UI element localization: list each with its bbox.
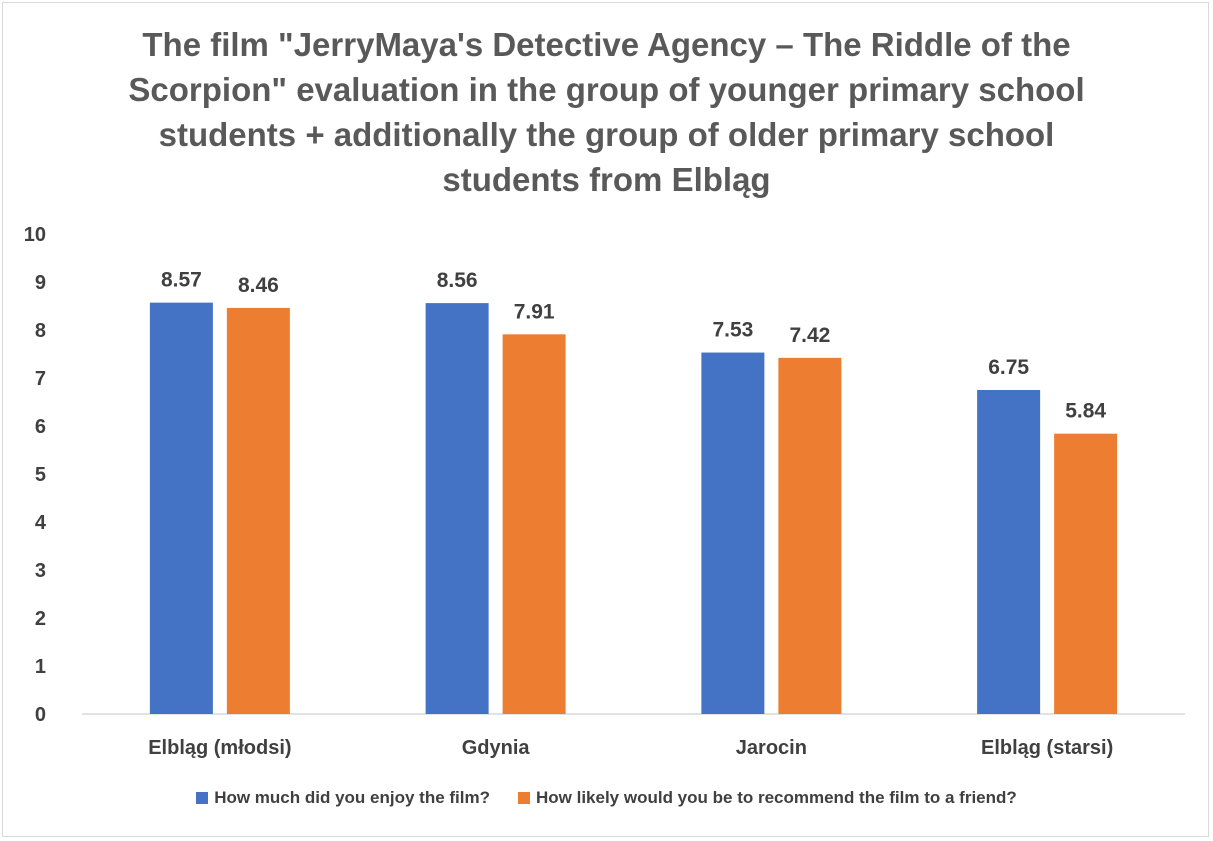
x-tick-label: Elbląg (starsi) (981, 737, 1113, 759)
data-label: 8.46 (238, 274, 279, 297)
chart-legend: How much did you enjoy the film? How lik… (0, 788, 1213, 808)
data-label: 6.75 (988, 356, 1029, 379)
y-tick-label: 2 (35, 608, 46, 630)
y-tick-label: 7 (35, 368, 46, 390)
y-tick-label: 10 (24, 224, 46, 246)
y-tick-label: 5 (35, 464, 46, 486)
legend-item-enjoy: How much did you enjoy the film? (196, 788, 490, 808)
bar (778, 357, 842, 714)
x-tick-label: Elbląg (młodsi) (148, 737, 291, 759)
data-label: 7.42 (789, 324, 830, 347)
legend-swatch-enjoy (196, 792, 209, 804)
data-label: 7.91 (514, 300, 555, 323)
y-tick-label: 3 (35, 560, 46, 582)
bar (149, 302, 213, 714)
data-label: 7.53 (712, 319, 753, 342)
bar (425, 303, 489, 714)
y-tick-label: 4 (35, 512, 47, 534)
x-tick-label: Gdynia (462, 737, 531, 759)
y-tick-label: 0 (35, 704, 46, 726)
y-tick-label: 9 (35, 272, 46, 294)
bar (502, 334, 566, 714)
data-label: 8.57 (161, 269, 202, 292)
bar (977, 390, 1041, 714)
y-tick-label: 6 (35, 416, 46, 438)
chart-title: The film "JerryMaya's Detective Agency –… (128, 26, 1085, 198)
bar (226, 307, 290, 714)
data-label: 8.56 (437, 269, 478, 292)
legend-label-recommend: How likely would you be to recommend the… (536, 788, 1017, 807)
y-tick-label: 1 (35, 656, 46, 678)
legend-item-recommend: How likely would you be to recommend the… (518, 788, 1017, 808)
x-tick-label: Jarocin (736, 737, 807, 759)
bar (701, 352, 765, 714)
legend-label-enjoy: How much did you enjoy the film? (214, 788, 490, 807)
bar (1054, 433, 1118, 714)
legend-swatch-recommend (518, 792, 530, 804)
y-tick-label: 8 (35, 320, 46, 342)
data-label: 5.84 (1065, 400, 1106, 423)
